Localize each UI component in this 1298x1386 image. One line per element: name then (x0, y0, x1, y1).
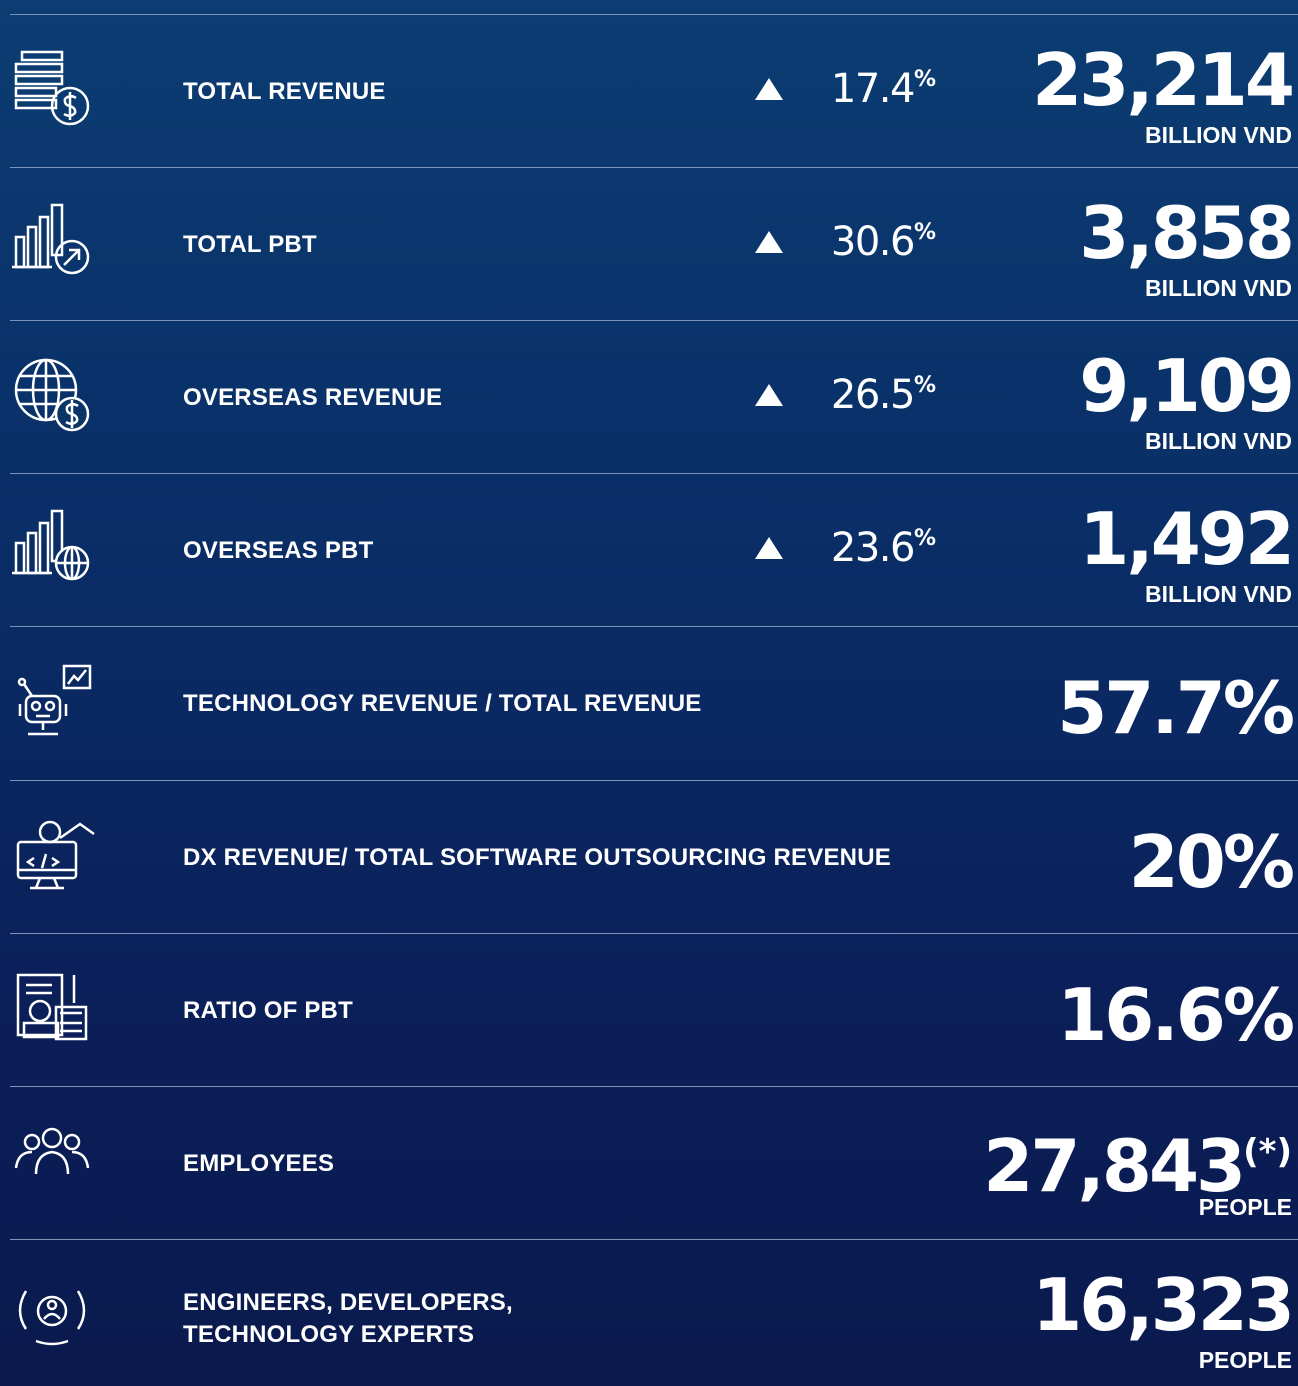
value-text: 3,858 (1079, 191, 1295, 276)
value: 9,109 (1079, 344, 1295, 429)
stat-row: RATIO OF PBT 16.6% (0, 933, 1298, 1086)
value: 57.7% (1057, 666, 1295, 751)
change: 30.6% (831, 219, 936, 265)
icon (14, 1127, 90, 1174)
stat-row: OVERSEAS REVENUE 26.5% 9,109 BILLION VND (0, 320, 1298, 473)
stat-row: TOTAL PBT 30.6% 3,858 BILLION VND (0, 167, 1298, 320)
icon (18, 1290, 86, 1346)
label: TOTAL REVENUE (183, 78, 386, 105)
value-text: 20% (1128, 819, 1295, 904)
divider (10, 779, 1298, 781)
divider (10, 1238, 1298, 1240)
unit: BILLION VND (1145, 581, 1292, 608)
label: DX REVENUE/ TOTAL SOFTWARE OUTSOURCING R… (183, 843, 891, 871)
change-unit: % (913, 373, 936, 399)
up-arrow (755, 384, 783, 407)
value: 27,843(*) (983, 1112, 1292, 1206)
icon (14, 358, 90, 432)
value-text: 57.7% (1057, 666, 1295, 751)
up-arrow (755, 537, 783, 560)
label: TECHNOLOGY REVENUE / TOTAL REVENUE (183, 690, 702, 718)
divider (10, 473, 1298, 475)
change-value: 17.4 (830, 66, 916, 112)
label: RATIO OF PBT (183, 996, 353, 1024)
divider (10, 320, 1298, 322)
label-line: ENGINEERS, DEVELOPERS, (183, 1288, 513, 1316)
up-arrow (755, 78, 783, 100)
icon (12, 510, 90, 581)
unit: BILLION VND (1145, 428, 1292, 455)
value: 1,492 (1079, 497, 1295, 582)
divider (10, 14, 1298, 15)
value-text: 16,323 (1032, 1262, 1295, 1347)
change: 26.5% (831, 372, 936, 418)
icon (16, 820, 95, 889)
label: ENGINEERS, DEVELOPERS, TECHNOLOGY EXPERTS (183, 1287, 513, 1351)
unit: PEOPLE (1198, 1193, 1292, 1220)
icon (14, 50, 90, 126)
up-arrow (755, 231, 783, 254)
icon (12, 203, 90, 275)
value: 16.6% (1057, 972, 1295, 1057)
value-text: 9,109 (1079, 344, 1295, 429)
icon (17, 665, 92, 736)
change-value: 23.6 (830, 525, 916, 572)
value-text: 23,214 (1032, 38, 1295, 122)
value-note: (*) (1243, 1131, 1292, 1172)
divider (10, 932, 1298, 934)
value-text: 1,492 (1079, 497, 1295, 582)
stat-row: TOTAL REVENUE 17.4% 23,214 BILLION VND (0, 14, 1298, 167)
stat-row: DX REVENUE/ TOTAL SOFTWARE OUTSOURCING R… (0, 780, 1298, 933)
stat-row: ENGINEERS, DEVELOPERS, TECHNOLOGY EXPERTS… (0, 1239, 1298, 1386)
value: 23,214 (1032, 38, 1295, 122)
unit: PEOPLE (1198, 1346, 1292, 1373)
change-unit: % (913, 220, 936, 246)
label: EMPLOYEES (183, 1149, 335, 1177)
unit: BILLION VND (1145, 275, 1292, 302)
label-line: TECHNOLOGY EXPERTS (183, 1320, 475, 1348)
stat-row: TECHNOLOGY REVENUE / TOTAL REVENUE 57.7% (0, 626, 1298, 779)
label: TOTAL PBT (183, 231, 317, 259)
icon (16, 973, 88, 1040)
divider (10, 167, 1298, 169)
change: 17.4% (831, 66, 936, 112)
label: OVERSEAS PBT (183, 537, 374, 565)
value: 16,323 (1032, 1262, 1295, 1347)
value-text: 27,843 (983, 1123, 1246, 1208)
stat-row: OVERSEAS PBT 23.6% 1,492 BILLION VND (0, 473, 1298, 626)
change-unit: % (913, 67, 936, 92)
stat-row: EMPLOYEES 27,843(*) PEOPLE (0, 1086, 1298, 1239)
change-value: 26.5 (830, 372, 916, 419)
value-text: 16.6% (1057, 972, 1295, 1057)
value: 3,858 (1079, 191, 1295, 276)
change-value: 30.6 (830, 219, 916, 266)
divider (10, 626, 1298, 628)
change-unit: % (913, 526, 936, 552)
change: 23.6% (831, 525, 936, 571)
label: OVERSEAS REVENUE (183, 384, 443, 412)
unit: BILLION VND (1145, 122, 1292, 148)
value: 20% (1128, 819, 1295, 904)
divider (10, 1085, 1298, 1087)
